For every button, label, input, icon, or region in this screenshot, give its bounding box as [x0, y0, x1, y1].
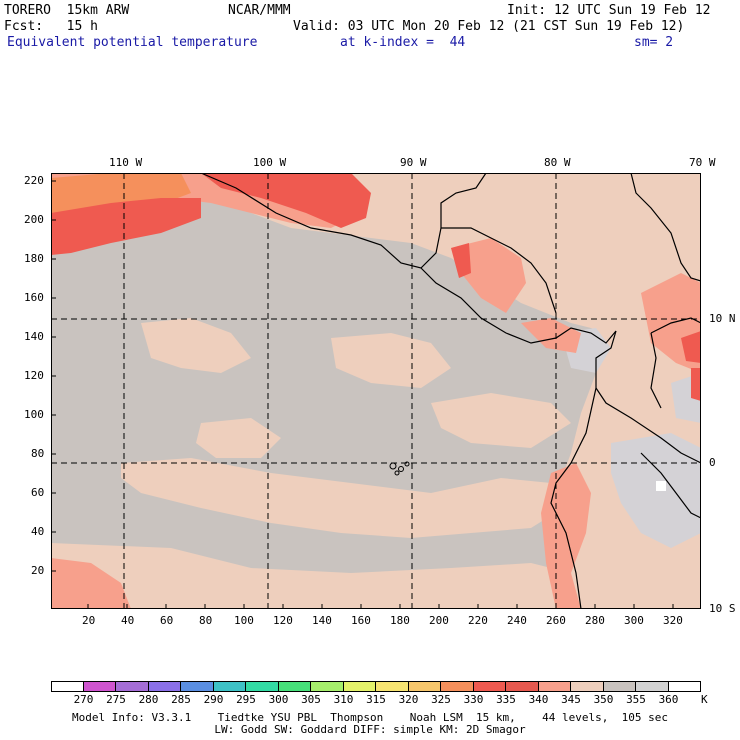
x-tick-label: 40 — [121, 614, 135, 627]
lat-label-0: 0 — [709, 456, 716, 469]
lat-label-10s: 10 S — [709, 602, 736, 615]
theta-e-map — [51, 172, 702, 610]
smoothing-label: sm= 2 — [634, 35, 674, 50]
colorbar-tick-label: 290 — [203, 693, 224, 706]
colorbar-tick-label: 285 — [171, 693, 191, 706]
level-label: at k-index = 44 — [340, 35, 466, 50]
x-tick-label: 120 — [273, 614, 293, 627]
colorbar-tick-label: 295 — [236, 693, 256, 706]
y-tick-label: 160 — [24, 291, 44, 304]
coastlines — [200, 172, 702, 610]
x-tick-label: 300 — [624, 614, 644, 627]
white-patch — [656, 481, 666, 491]
colorbar-swatch — [181, 681, 214, 692]
colorbar-swatch — [213, 681, 246, 692]
lon-label-90w: 90 W — [400, 156, 427, 169]
colorbar-swatch — [343, 681, 376, 692]
colorbar-swatch — [278, 681, 311, 692]
colorbar-swatch — [246, 681, 279, 692]
orange-region — [51, 173, 191, 218]
red-regions — [51, 173, 701, 401]
x-tick-label: 200 — [429, 614, 449, 627]
y-tick-label: 140 — [24, 330, 44, 343]
colorbar-swatch — [538, 681, 571, 692]
colorbar-swatch — [116, 681, 149, 692]
y-tick-label: 80 — [31, 447, 45, 460]
map-frame — [51, 173, 701, 609]
model-title: TORERO 15km ARW — [4, 3, 130, 18]
colorbar-tick-label: 350 — [593, 693, 614, 706]
lon-label-80w: 80 W — [544, 156, 571, 169]
colorbar-tick-label: 325 — [431, 693, 451, 706]
x-tick-label: 100 — [234, 614, 254, 627]
colorbar-swatch — [311, 681, 344, 692]
colorbar — [51, 681, 701, 692]
colorbar-swatch — [668, 681, 701, 692]
field-name: Equivalent potential temperature — [7, 35, 258, 50]
colorbar-tick-label: 340 — [528, 693, 549, 706]
x-tick-label: 80 — [199, 614, 213, 627]
colorbar-tick-label: 315 — [366, 693, 386, 706]
x-tick-label: 180 — [390, 614, 410, 627]
x-tick-label: 240 — [507, 614, 527, 627]
map-panel — [51, 172, 702, 610]
colorbar-tick-label: 305 — [301, 693, 321, 706]
colorbar-tick-label: 310 — [333, 693, 354, 706]
lon-label-110w: 110 W — [109, 156, 143, 169]
colorbar-tick-label: 335 — [496, 693, 516, 706]
x-tick-label: 160 — [351, 614, 371, 627]
graticule — [51, 173, 701, 609]
colorbar-swatch — [376, 681, 409, 692]
lat-label-10n: 10 N — [709, 312, 736, 325]
init-time: Init: 12 UTC Sun 19 Feb 12 — [507, 3, 711, 18]
colorbar-tick-label: 275 — [106, 693, 126, 706]
colorbar-labels: 270 275 280 285 290 295 300 305 310 315 320 325 330 3… — [51, 694, 731, 708]
colorbar-swatch — [148, 681, 181, 692]
y-tick-label: 200 — [24, 213, 44, 226]
colorbar-swatch — [636, 681, 669, 692]
colorbar-swatch — [51, 681, 84, 692]
colorbar-tick-label: 320 — [398, 693, 419, 706]
model-info-line1: Model Info: V3.3.1 Tiedtke YSU PBL Thomp… — [71, 711, 669, 724]
y-tick-label: 120 — [24, 369, 44, 382]
y-tick-label: 220 — [24, 174, 44, 187]
x-tick-label: 320 — [663, 614, 683, 627]
colorbar-tick-label: 360 — [658, 693, 679, 706]
colorbar-swatch — [603, 681, 636, 692]
lon-label-70w: 70 W — [689, 156, 716, 169]
colorbar-swatch — [408, 681, 441, 692]
x-tick-label: 140 — [312, 614, 332, 627]
lon-label-100w: 100 W — [253, 156, 287, 169]
y-tick-label: 60 — [31, 486, 45, 499]
y-tick-label: 20 — [31, 564, 45, 577]
forecast-hour: Fcst: 15 h — [4, 19, 98, 34]
x-tick-label: 20 — [82, 614, 96, 627]
colorbar-swatch — [83, 681, 116, 692]
warm-field-regions — [51, 173, 701, 609]
y-tick-label: 180 — [24, 252, 44, 265]
colorbar-swatch — [571, 681, 604, 692]
colorbar-tick-label: 345 — [561, 693, 581, 706]
source-label: NCAR/MMM — [228, 3, 291, 18]
colorbar-swatch — [473, 681, 506, 692]
x-tick-label: 220 — [468, 614, 488, 627]
colorbar-swatch — [506, 681, 539, 692]
x-tick-label: 280 — [585, 614, 605, 627]
colorbar-swatch — [441, 681, 474, 692]
valid-time: Valid: 03 UTC Mon 20 Feb 12 (21 CST Sun … — [293, 19, 685, 34]
y-tick-label: 40 — [31, 525, 45, 538]
y-tick-label: 100 — [24, 408, 44, 421]
colorbar-unit: K — [701, 693, 708, 706]
x-tick-label: 60 — [160, 614, 174, 627]
colorbar-tick-label: 300 — [268, 693, 289, 706]
model-info-line2: LW: Godd SW: Goddard DIFF: simple KM: 2D… — [214, 723, 526, 736]
colorbar-tick-label: 280 — [138, 693, 159, 706]
x-tick-label: 260 — [546, 614, 566, 627]
colorbar-tick-label: 270 — [73, 693, 94, 706]
colorbar-tick-label: 355 — [626, 693, 646, 706]
colorbar-tick-label: 330 — [463, 693, 484, 706]
